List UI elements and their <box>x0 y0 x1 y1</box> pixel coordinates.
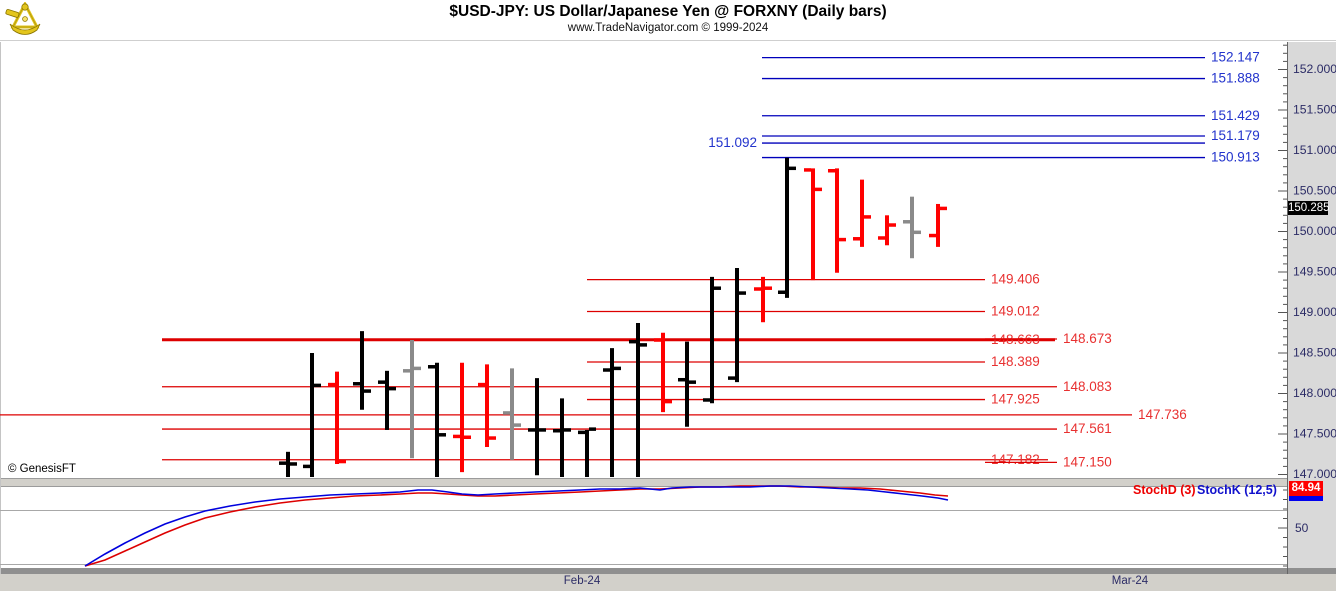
pane-divider <box>0 478 1288 487</box>
price-axis-label: 151.500 <box>1293 103 1336 117</box>
support-label: 147.150 <box>1063 454 1112 469</box>
resistance-label: 151.092 <box>708 135 757 150</box>
chart-subtitle: www.TradeNavigator.com © 1999-2024 <box>567 22 769 34</box>
price-axis-label: 148.500 <box>1293 346 1336 360</box>
genesis-watermark: © GenesisFT <box>8 463 76 475</box>
price-axis-label: 152.000 <box>1293 62 1336 76</box>
stoch-axis-50-label: 50 <box>1295 521 1309 535</box>
support-label: 148.673 <box>1063 331 1112 346</box>
last-price-badge: 150.285 <box>1288 201 1330 215</box>
indicator-pane-bottom-border <box>0 568 1336 574</box>
resistance-label: 152.147 <box>1211 50 1260 65</box>
support-label: 147.182 <box>991 452 1040 467</box>
header-divider <box>0 40 1336 41</box>
stochk-curve <box>84 485 949 567</box>
stochd-curve <box>84 485 949 567</box>
price-axis-label: 150.500 <box>1293 184 1336 198</box>
date-label-mar: Mar-24 <box>1111 575 1149 587</box>
support-label: 148.389 <box>991 354 1040 369</box>
support-label: 149.406 <box>991 272 1040 287</box>
date-label-feb: Feb-24 <box>563 575 601 587</box>
resistance-label: 151.179 <box>1211 128 1260 143</box>
price-axis-label: 147.000 <box>1293 467 1336 481</box>
resistance-label: 151.888 <box>1211 71 1260 86</box>
support-label: 147.925 <box>991 392 1040 407</box>
genesis-logo-icon <box>4 0 46 36</box>
price-axis-label: 148.000 <box>1293 386 1336 400</box>
price-axis-label: 147.500 <box>1293 427 1336 441</box>
stochk-value-badge <box>1289 496 1323 501</box>
price-axis-label: 149.500 <box>1293 265 1336 279</box>
support-label: 147.561 <box>1063 421 1112 436</box>
resistance-label: 150.913 <box>1211 150 1260 165</box>
price-axis-label: 149.000 <box>1293 305 1336 319</box>
price-axis-label: 150.000 <box>1293 224 1336 238</box>
stochd-value-badge: 84.94 <box>1289 481 1323 496</box>
stochd-legend-label[interactable]: StochD (3) <box>1133 483 1196 497</box>
support-label: 148.083 <box>1063 379 1112 394</box>
price-axis-label: 151.000 <box>1293 143 1336 157</box>
resistance-label: 151.429 <box>1211 108 1260 123</box>
support-label: 149.012 <box>991 304 1040 319</box>
chart-title: $USD-JPY: US Dollar/Japanese Yen @ FORXN… <box>449 3 887 20</box>
stochk-legend-label[interactable]: StochK (12,5) <box>1197 483 1277 497</box>
support-label: 147.736 <box>1138 407 1187 422</box>
date-axis-strip <box>0 574 1336 591</box>
